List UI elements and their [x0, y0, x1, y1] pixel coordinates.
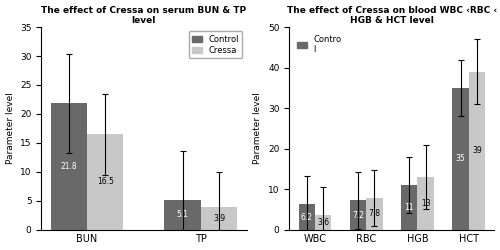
Text: 13: 13: [421, 199, 430, 208]
Text: 39: 39: [472, 146, 482, 155]
Y-axis label: Parameter level: Parameter level: [254, 92, 262, 164]
Bar: [350, 200, 366, 230]
Text: 11: 11: [404, 203, 414, 212]
Text: 7.8: 7.8: [368, 209, 380, 218]
Text: 3.6: 3.6: [317, 218, 329, 227]
Title: The effect of Cressa on blood WBC ‹RBC ‹
HGB & HCT level: The effect of Cressa on blood WBC ‹RBC ‹…: [287, 6, 497, 25]
Text: 16.5: 16.5: [97, 177, 114, 186]
Bar: [87, 134, 124, 230]
Bar: [201, 207, 237, 230]
Bar: [401, 185, 417, 230]
Text: 3.9: 3.9: [213, 214, 225, 223]
Bar: [50, 104, 87, 230]
Text: 7.2: 7.2: [352, 210, 364, 220]
Bar: [315, 215, 332, 230]
Legend: Control, Cressa: Control, Cressa: [188, 31, 242, 58]
Bar: [468, 72, 485, 230]
Y-axis label: Parameter level: Parameter level: [6, 92, 15, 164]
Title: The effect of Cressa on serum BUN & TP
level: The effect of Cressa on serum BUN & TP l…: [42, 6, 246, 25]
Text: 6.2: 6.2: [301, 212, 313, 222]
Legend: Contro
l: Contro l: [294, 31, 345, 57]
Bar: [418, 177, 434, 230]
Bar: [366, 198, 382, 230]
Bar: [164, 200, 201, 230]
Text: 35: 35: [456, 154, 466, 163]
Bar: [298, 204, 315, 230]
Text: 21.8: 21.8: [60, 162, 77, 171]
Bar: [452, 88, 468, 230]
Text: 5.1: 5.1: [176, 210, 188, 219]
